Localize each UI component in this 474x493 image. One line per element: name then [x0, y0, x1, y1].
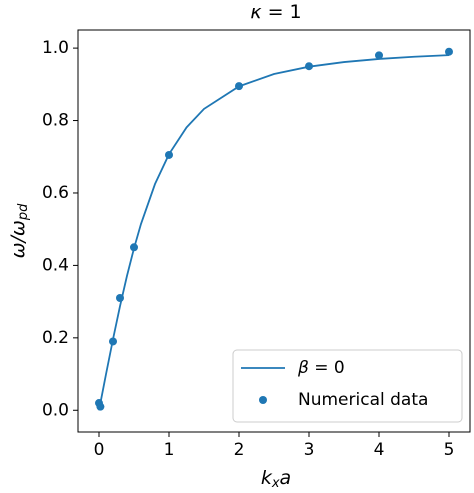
data-point	[165, 150, 173, 159]
x-axis-label: kxa	[261, 467, 291, 491]
data-point	[96, 402, 105, 411]
curve	[98, 54, 450, 411]
x-tick-label: 2	[234, 440, 245, 460]
x-tick-label: 1	[164, 440, 175, 460]
legend-label: Numerical data	[298, 390, 428, 410]
data-point	[109, 337, 117, 346]
title-rest: = 1	[262, 1, 302, 23]
legend-label: β = 0	[297, 358, 345, 378]
data-point	[445, 47, 453, 56]
data-point	[130, 243, 138, 252]
legend-label-part: Numerical data	[298, 390, 428, 410]
y-tick-label: 0.0	[42, 400, 69, 420]
y-tick-label: 0.6	[42, 183, 69, 203]
legend-label-part: = 0	[309, 358, 345, 378]
data-point	[116, 294, 124, 302]
y-tick-label: 1.0	[42, 38, 69, 58]
data-point	[305, 62, 313, 71]
x-tick-label: 3	[304, 440, 315, 460]
plot-frame	[77, 29, 471, 433]
x-label-main: k	[261, 467, 273, 489]
y-axis-label: ω/ωpd	[7, 203, 31, 258]
y-label-main: ω/ω	[7, 220, 29, 258]
data-point	[235, 82, 243, 91]
y-tick-label: 0.2	[42, 328, 69, 348]
x-label-tail: a	[280, 467, 292, 489]
y-tick-label: 0.4	[42, 255, 69, 275]
chart-title: κ = 1	[250, 1, 301, 23]
legend-label-part: β	[297, 358, 309, 378]
x-tick-label: 4	[374, 440, 385, 460]
data-point	[375, 51, 383, 60]
y-label-sub: pd	[16, 203, 31, 221]
legend-marker	[259, 396, 267, 404]
y-tick-label: 0.8	[42, 111, 69, 131]
title-symbol: κ	[250, 1, 262, 23]
legend-box	[232, 349, 463, 423]
x-tick-label: 0	[94, 440, 105, 460]
x-tick-label: 5	[444, 440, 455, 460]
x-label-sub: x	[271, 476, 280, 491]
